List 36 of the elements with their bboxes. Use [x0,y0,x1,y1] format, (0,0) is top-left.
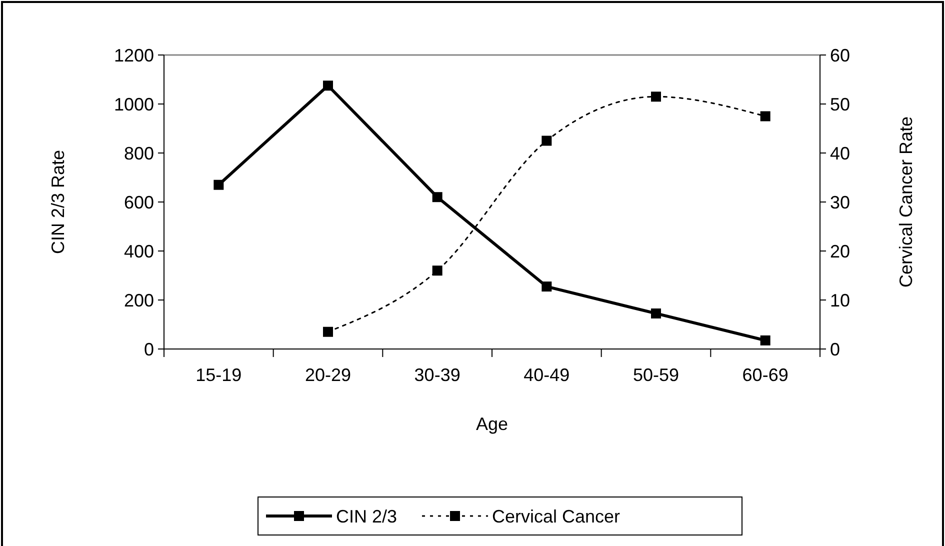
point [542,282,552,292]
point [651,308,661,318]
y2-tick-label: 10 [830,290,850,310]
point [760,111,770,122]
y2-tick-label: 20 [830,241,850,262]
y-tick-label: 600 [124,192,154,212]
x-tick-label: 60-69 [742,365,788,385]
y2-tick-label: 40 [830,143,850,164]
x-tick-label: 30-39 [414,365,460,385]
y-tick-label: 800 [124,143,154,164]
x-tick-label: 50-59 [632,365,680,385]
y2-tick-label: 60 [830,45,850,66]
point [323,326,333,337]
x-tick-label: 40-49 [524,365,570,385]
point [760,335,770,346]
y2-axis-title: Cervical Cancer Rate [896,116,916,288]
y2-tick-label: 0 [830,339,840,360]
y-tick-label: 1200 [114,45,154,66]
point [651,92,661,102]
y2-tick-label: 50 [830,94,850,114]
y-tick-label: 1000 [114,94,154,114]
x-axis-title: Age [476,414,508,434]
point [323,80,333,91]
point [542,136,552,146]
point [432,266,442,276]
y-tick-label: 200 [124,290,154,310]
point [214,180,224,190]
y-tick-label: 0 [144,339,154,360]
y-tick-label: 400 [124,241,154,262]
point [432,192,442,202]
y-axis-title: CIN 2/3 Rate [48,150,68,254]
x-tick-label: 20-29 [304,365,352,385]
x-tick-label: 15-19 [196,365,242,385]
legend-label: CIN 2/3 [336,506,398,526]
y2-tick-label: 30 [830,192,850,212]
legend-label: Cervical Cancer [492,506,620,526]
